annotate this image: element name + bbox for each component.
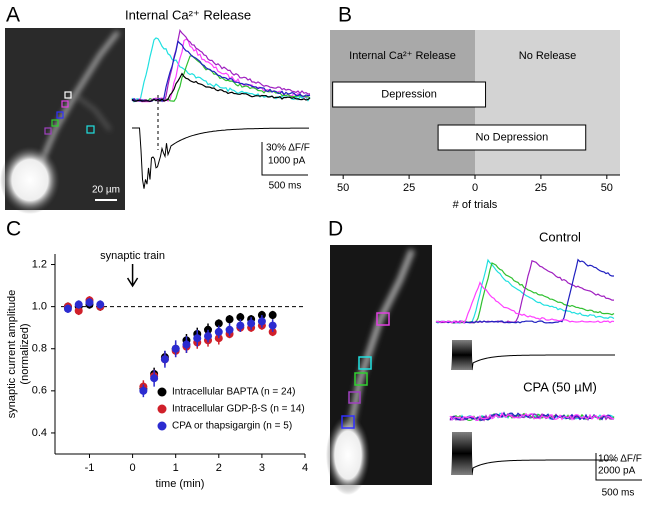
scale-label: 2000 pA [598,466,636,477]
x-axis-label: # of trials [453,199,498,211]
data-point [257,317,266,326]
y-tick-label: 0.4 [32,427,47,439]
scale-bars [261,142,308,176]
traces-a [131,28,311,189]
traces-d [435,258,616,476]
bar-label: Depression [381,88,437,100]
scale-label: 500 ms [269,181,302,192]
data-point [85,298,94,307]
data-point [96,300,105,309]
data-point [63,304,72,313]
legend-label: CPA or thapsigargin (n = 5) [172,421,292,432]
scale-label: 10% ΔF/F [598,454,642,465]
region [475,30,620,175]
data-point [160,355,169,364]
region-label: No Release [519,50,576,62]
data-point [247,319,256,328]
legend-label: Intracellular BAPTA (n = 24) [172,387,295,398]
data-point [182,340,191,349]
condition-label: Control [539,229,581,244]
current-trace [132,127,309,189]
panel-letter: A [6,4,20,27]
x-tick-label: 3 [259,462,265,474]
data-point [236,321,245,330]
current-trace [451,339,616,371]
y-tick-label: 0.6 [32,385,47,397]
data-point [171,344,180,353]
data-point [268,311,277,320]
y-axis-label: (normalized) [19,323,31,384]
charts: B Internal Ca²⁺ Release No Release Depressi… [6,4,620,490]
trace [131,37,311,103]
trace [131,40,311,103]
x-tick-label: 4 [302,462,308,474]
x-tick-label: 25 [535,182,547,194]
trace [435,262,615,324]
data-point [139,386,148,395]
panel-title: Internal Ca²⁺ Release [125,7,251,22]
data-point [204,332,213,341]
panel-letter: D [328,218,343,241]
condition-label: CPA (50 µM) [523,379,597,394]
data-point [74,300,83,309]
panel-letter: C [6,218,21,241]
y-axis-label: synaptic current amplitude [6,290,18,418]
x-tick-label: 25 [403,182,415,194]
y-tick-label: 0.8 [32,343,47,355]
trace [435,281,615,324]
trace [435,258,615,324]
trace [435,258,614,324]
scale-bars [595,453,642,481]
y-tick-label: 1.0 [32,301,47,313]
image-d [326,245,432,495]
y-tick-label: 1.2 [32,258,47,270]
image-a [0,28,125,214]
scale-label: 30% ΔF/F [266,143,310,154]
data-point [214,319,223,328]
data-point [225,315,234,324]
panel-letter: B [338,4,352,27]
bar-label: No Depression [476,131,549,143]
scale-label: 500 ms [602,488,635,499]
x-tick-label: -1 [85,462,95,474]
x-tick-label: 0 [130,462,136,474]
legend-label: Intracellular GDP-β-S (n = 14) [172,404,305,415]
x-axis-label: time (min) [156,478,205,490]
x-tick-label: 50 [601,182,613,194]
annotation: synaptic train [100,250,165,262]
scale-label: 1000 pA [268,156,306,167]
annotation-arrow [126,264,139,288]
region-label: Internal Ca²⁺ Release [349,50,456,62]
trace [435,259,614,324]
data-point [225,325,234,334]
data-point [236,313,245,322]
bar [437,124,587,151]
trace [131,72,311,103]
x-tick-label: 50 [337,182,349,194]
current-trace [451,431,616,476]
x-tick-label: 2 [216,462,222,474]
data-point [193,334,202,343]
scale-bar-label: 20 µm [92,185,120,196]
data-point [214,327,223,336]
data-point [268,321,277,330]
x-tick-label: 0 [472,182,478,194]
x-tick-label: 1 [173,462,179,474]
bar [332,81,487,108]
legend-marker [157,421,167,431]
trace [449,411,615,422]
data-point [74,306,83,315]
legend-marker [157,404,167,414]
data-point [150,374,159,383]
legend-marker [157,387,167,397]
trace [131,38,311,103]
